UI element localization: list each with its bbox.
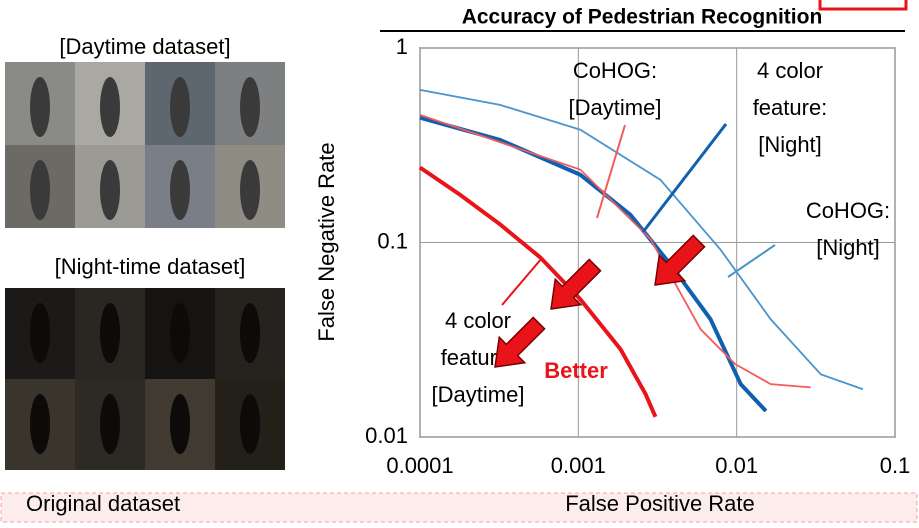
person-figure [240,394,260,454]
leader-line [643,124,726,232]
y-axis-label: False Negative Rate [314,142,339,341]
person-figure [100,394,120,454]
y-tick-label: 1 [396,34,408,59]
leader-line [728,245,775,277]
annotation: [Daytime] [569,95,662,120]
person-figure [100,160,120,220]
caption: Original dataset [26,491,180,516]
annotation: [Daytime] [432,382,525,407]
annotation: CoHOG: [806,198,890,223]
chart-title: Accuracy of Pedestrian Recognition [462,6,823,29]
annotation: [Night] [758,132,822,157]
y-tick-label: 0.01 [365,423,408,448]
arrow [538,252,607,321]
leader-line [597,125,625,218]
person-figure [100,77,120,137]
person-figure [240,77,260,137]
person-figure [240,160,260,220]
frame-fragment [820,0,906,9]
person-figure [170,77,190,137]
annotation: [Night] [816,235,880,260]
person-figure [30,303,50,363]
annotation: 4 color [445,308,511,333]
night-label: [Night-time dataset] [55,254,246,279]
leader-line [502,258,542,305]
daytime-label: [Daytime dataset] [59,34,230,59]
better-label: Better [544,358,608,383]
person-figure [170,394,190,454]
person-figure [100,303,120,363]
x-tick-label: 0.0001 [386,453,453,478]
x-tick-label: 0.001 [551,453,606,478]
person-figure [240,303,260,363]
person-figure [170,303,190,363]
person-figure [30,394,50,454]
slide: [Daytime dataset] [Night-time dataset] O… [0,0,919,523]
annotation: feature: [753,95,828,120]
x-tick-label: 0.1 [880,453,911,478]
annotation: 4 color [757,58,823,83]
x-tick-label: 0.01 [715,453,758,478]
annotation: CoHOG: [573,58,657,83]
plot: 0.0001 0.001 0.01 0.1 0.01 0.1 1 CoHOG: [Daytime… [365,34,910,478]
person-figure [30,77,50,137]
y-tick-label: 0.1 [377,228,408,253]
person-figure [170,160,190,220]
x-axis-label: False Positive Rate [565,491,755,516]
person-figure [30,160,50,220]
